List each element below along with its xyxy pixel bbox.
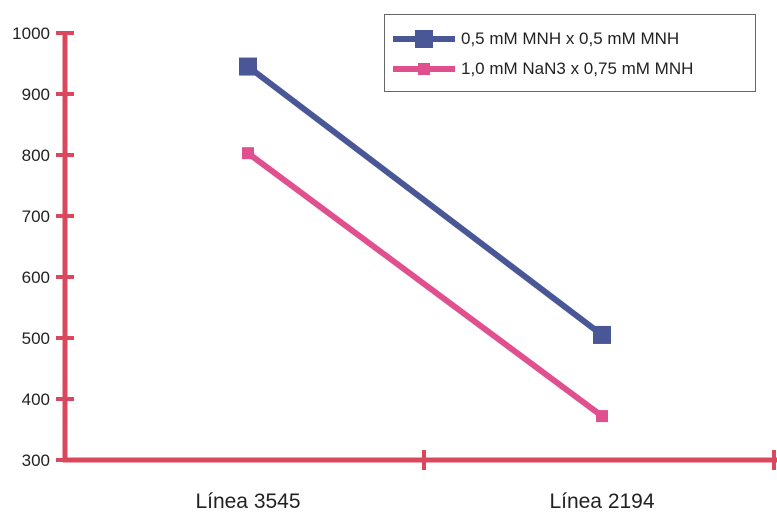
x-tick-label: Línea 2194 xyxy=(549,490,654,513)
y-tick-label: 1000 xyxy=(12,24,50,43)
legend-label-series-1: 0,5 mM MNH x 0,5 mM MNH xyxy=(461,29,680,48)
legend-swatch-series-1 xyxy=(393,27,455,51)
data-point-marker xyxy=(239,57,257,76)
y-tick-label: 500 xyxy=(22,329,50,348)
data-point-marker xyxy=(593,325,611,344)
legend-label-series-2: 1,0 mM NaN3 x 0,75 mM MNH xyxy=(461,59,694,78)
legend-swatch-series-2 xyxy=(393,57,455,81)
y-tick-label: 600 xyxy=(22,268,50,287)
y-tick-label: 700 xyxy=(22,207,50,226)
y-axis: 300 400 500 600 700 800 900 1000 xyxy=(12,24,74,470)
series-layer xyxy=(239,57,611,423)
data-point-marker xyxy=(242,147,254,160)
legend-square-marker-icon xyxy=(415,30,433,48)
y-tick-label: 900 xyxy=(22,85,50,104)
data-point-marker xyxy=(596,410,608,423)
x-axis: Línea 3545 Línea 2194 xyxy=(63,450,777,513)
y-tick-label: 300 xyxy=(22,451,50,470)
series-line xyxy=(246,64,604,338)
y-tick-label: 400 xyxy=(22,390,50,409)
x-tick-label: Línea 3545 xyxy=(195,490,300,513)
series-line xyxy=(246,150,604,419)
legend-item-series-1: 0,5 mM MNH x 0,5 mM MNH xyxy=(393,27,679,51)
y-tick-label: 800 xyxy=(22,146,50,165)
legend-item-series-2: 1,0 mM NaN3 x 0,75 mM MNH xyxy=(393,57,693,81)
legend-square-marker-icon xyxy=(418,63,430,75)
legend: 0,5 mM MNH x 0,5 mM MNH 1,0 mM NaN3 x 0,… xyxy=(384,14,756,92)
